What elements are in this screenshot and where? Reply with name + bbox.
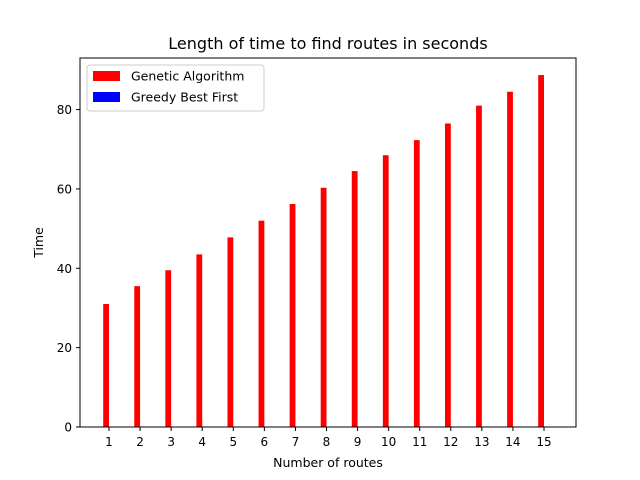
legend-box: [86, 64, 265, 112]
bar-series-1-10: [382, 155, 389, 427]
x-tick-label-11: 11: [412, 435, 427, 449]
x-axis-label: Number of routes: [273, 455, 383, 470]
bar-series-1-6: [258, 220, 265, 427]
legend-label-2: Greedy Best First: [131, 90, 238, 105]
legend-label-1: Genetic Algorithm: [131, 69, 244, 84]
x-tick-label-12: 12: [443, 435, 458, 449]
y-tick-label-60: 60: [57, 182, 72, 196]
y-tick-label-20: 20: [57, 341, 72, 355]
x-tick-label-3: 3: [167, 435, 175, 449]
plot-frame: [79, 57, 577, 428]
x-tick-label-1: 1: [105, 435, 113, 449]
y-tick-label-80: 80: [57, 103, 72, 117]
y-axis: 0 20 40 60 80: [57, 103, 80, 435]
legend: Genetic Algorithm Greedy Best First: [86, 64, 265, 112]
bar-series-1-9: [351, 171, 358, 427]
bar-series-1-3: [165, 270, 172, 427]
x-tick-label-10: 10: [381, 435, 396, 449]
bar-series-1-7: [289, 204, 296, 427]
bars: [103, 75, 550, 428]
legend-swatch-2: [93, 92, 120, 102]
x-tick-label-13: 13: [474, 435, 489, 449]
bar-series-1-4: [196, 254, 203, 427]
bar-series-1-1: [103, 304, 109, 427]
chart-title: Length of time to find routes in seconds: [168, 34, 487, 53]
x-tick-label-2: 2: [136, 435, 144, 449]
y-tick-label-0: 0: [64, 421, 72, 435]
x-tick-label-9: 9: [354, 435, 362, 449]
bar-series-1-15: [538, 75, 544, 427]
x-tick-label-4: 4: [198, 435, 206, 449]
bar-series-1-2: [134, 286, 141, 427]
x-axis: 1 2 3 4 5 6 7 8 9 10 11 12 13 14 15: [105, 427, 552, 449]
x-tick-label-8: 8: [323, 435, 331, 449]
x-tick-label-6: 6: [261, 435, 269, 449]
x-tick-label-7: 7: [292, 435, 300, 449]
bar-series-1-8: [320, 187, 327, 427]
bar-series-1-13: [476, 105, 482, 428]
x-tick-label-15: 15: [536, 435, 551, 449]
x-tick-label-14: 14: [505, 435, 520, 449]
bar-series-1-5: [227, 237, 234, 427]
bar-series-1-14: [507, 91, 513, 427]
bar-series-1-12: [444, 123, 451, 427]
x-tick-label-5: 5: [229, 435, 237, 449]
legend-swatch-1: [93, 71, 120, 81]
bar-series-1-11: [413, 140, 420, 427]
y-axis-label: Time: [31, 227, 46, 259]
y-tick-label-40: 40: [57, 262, 72, 276]
